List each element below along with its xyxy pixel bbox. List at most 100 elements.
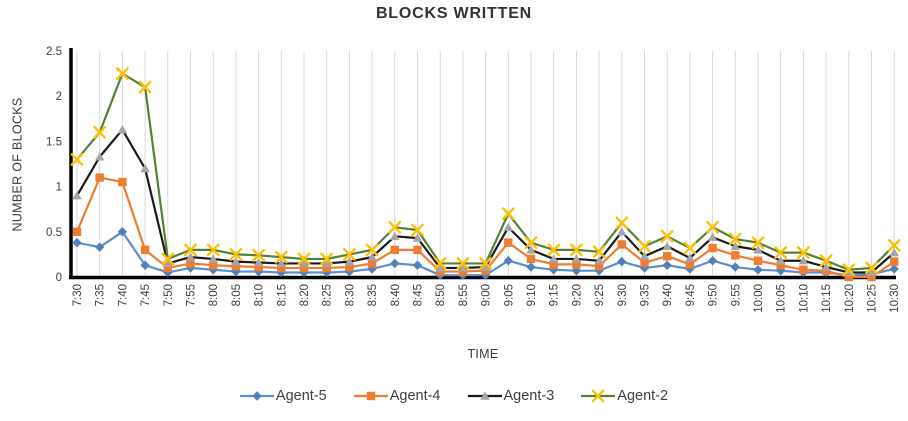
x-tick-label: 8:10 [254,284,266,306]
data-point-marker [571,254,582,263]
data-point-marker [867,272,876,282]
x-axis-title: TIME [467,347,499,361]
data-point-marker [412,233,423,242]
x-tick-label: 10:20 [844,284,856,313]
data-point-marker [660,229,674,243]
data-point-marker [592,245,606,259]
data-point-marker [70,153,84,166]
data-point-marker [185,252,196,261]
data-point-marker [708,243,717,253]
data-point-marker [572,260,581,269]
x-tick-label: 9:45 [685,284,697,306]
data-point-marker [367,252,377,261]
x-tick-label: 10:00 [753,284,765,313]
data-point-marker [549,265,559,275]
x-tick-label: 7:40 [117,284,129,306]
legend-item-agent-3: Agent-3 [467,388,555,404]
data-point-marker [390,245,399,255]
data-point-marker [730,241,740,250]
y-tick-label: 2.5 [46,46,62,58]
data-point-marker [208,254,218,263]
data-point-marker [299,258,309,268]
legend-x-icon [581,389,616,403]
data-point-marker [526,254,536,264]
data-point-marker [480,262,491,271]
data-point-marker [72,190,82,200]
data-point-marker [526,262,536,272]
x-tick-label: 10:10 [798,284,810,313]
data-point-marker [501,207,515,221]
legend-item-agent-2: Agent-2 [581,388,668,404]
data-point-marker [526,245,536,254]
data-point-marker [229,247,243,261]
data-point-marker [458,263,468,272]
data-point-marker [163,263,172,273]
data-point-marker [411,223,424,237]
data-point-marker [367,259,377,268]
x-tick-label: 8:35 [367,284,379,306]
data-point-marker [253,257,264,267]
series-Agent-3 [72,124,899,277]
y-tick-label: 1 [56,182,62,194]
legend-triangle-icon [467,391,502,400]
data-point-marker [844,272,853,282]
data-point-marker [365,243,379,257]
data-point-marker [297,252,311,266]
x-tick-label: 9:25 [594,284,606,306]
data-point-marker [433,257,447,270]
data-point-marker [140,260,150,270]
data-point-marker [503,256,513,266]
x-tick-label: 8:45 [413,284,425,306]
x-tick-label: 8:20 [299,284,311,306]
data-point-marker [663,252,672,261]
data-point-marker [685,260,695,269]
data-point-marker [344,256,355,266]
data-point-marker [184,243,197,257]
legend-label: Agent-4 [389,388,441,404]
y-tick-label: 1.5 [46,136,62,148]
data-point-marker [707,256,718,266]
data-point-marker [549,260,558,269]
legend-label: Agent-3 [503,388,555,404]
data-point-marker [889,247,899,257]
data-point-marker [163,258,173,268]
data-point-marker [366,391,375,401]
data-point-marker [776,256,786,265]
x-tick-label: 9:05 [503,284,515,306]
data-point-marker [413,245,422,255]
data-point-marker [866,267,877,277]
data-point-marker [252,391,262,401]
data-point-marker [617,256,627,267]
legend: Agent-5 Agent-4 Agent-3 Agent-2 [0,388,908,404]
data-point-marker [797,246,810,259]
data-point-marker [640,258,649,267]
x-tick-label: 9:35 [640,284,652,306]
data-point-marker [231,261,241,271]
data-point-marker [549,254,559,263]
x-tick-label: 8:30 [344,284,356,306]
data-point-marker [117,124,128,134]
x-tick-label: 9:20 [571,284,583,306]
x-tick-label: 10:30 [889,284,901,313]
legend-item-agent-4: Agent-4 [353,388,441,404]
data-point-marker [277,263,286,273]
data-point-marker [799,265,808,274]
data-point-marker [753,245,763,254]
x-tick-label: 8:50 [435,284,447,306]
data-point-marker [617,227,627,236]
data-point-marker [844,267,854,277]
x-tick-label: 8:05 [231,284,243,306]
x-tick-label: 9:55 [730,284,742,306]
x-tick-label: 9:10 [526,284,538,306]
data-point-marker [93,125,107,139]
data-point-marker [320,252,334,266]
data-point-marker [322,263,331,273]
x-tick-label: 10:15 [821,284,833,313]
data-point-marker [639,251,650,260]
data-point-marker [821,262,831,271]
data-point-marker [161,252,175,266]
data-point-marker [662,260,672,270]
x-tick-label: 9:40 [662,284,674,306]
data-point-marker [138,80,152,94]
